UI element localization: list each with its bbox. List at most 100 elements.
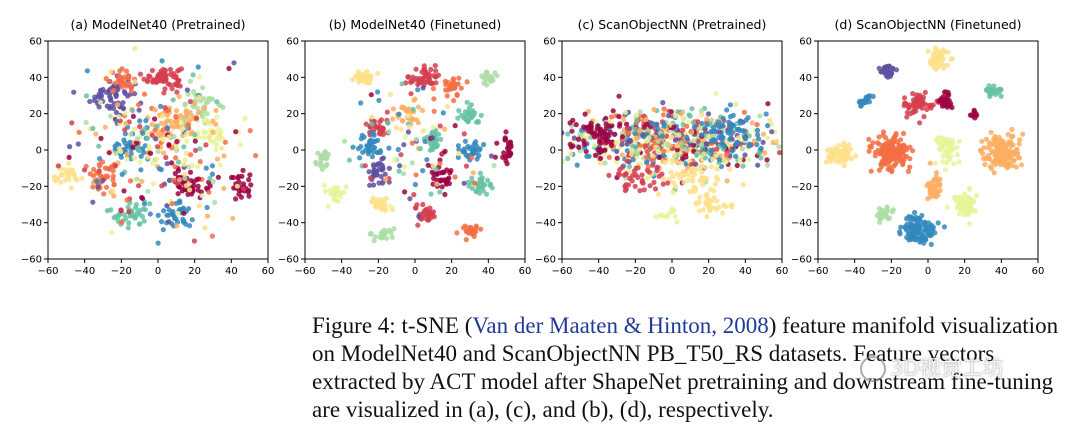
data-point xyxy=(160,72,166,78)
data-point xyxy=(362,163,368,169)
data-point xyxy=(100,159,106,165)
data-point xyxy=(682,146,688,152)
data-point xyxy=(226,65,232,72)
data-point xyxy=(117,68,123,74)
data-point xyxy=(755,162,761,168)
data-point xyxy=(940,56,946,62)
data-point xyxy=(922,101,929,107)
x-tick-label: 20 xyxy=(188,266,201,277)
caption-citation-link[interactable]: Van der Maaten & Hinton, 2008 xyxy=(472,313,769,338)
data-point xyxy=(711,128,717,134)
data-point xyxy=(441,169,447,175)
data-point xyxy=(689,175,696,181)
data-point xyxy=(889,65,896,71)
data-point xyxy=(181,210,187,216)
data-point xyxy=(951,195,957,201)
data-point xyxy=(700,206,707,213)
data-point xyxy=(430,163,436,169)
data-point xyxy=(979,138,985,144)
data-point xyxy=(393,125,399,131)
data-point xyxy=(194,115,200,121)
data-point xyxy=(462,148,468,155)
data-point xyxy=(139,195,146,201)
data-point xyxy=(461,180,467,186)
data-point xyxy=(951,161,957,167)
data-point xyxy=(660,181,666,187)
data-point xyxy=(134,136,141,142)
y-tick-label: −60 xyxy=(278,255,299,266)
data-point xyxy=(369,114,375,120)
y-tick-label: −20 xyxy=(278,182,299,193)
data-point xyxy=(606,172,612,178)
data-point xyxy=(456,150,462,157)
data-point xyxy=(125,225,131,231)
data-point xyxy=(76,129,82,135)
data-point xyxy=(370,182,377,188)
data-point xyxy=(390,116,396,122)
data-point xyxy=(680,127,686,133)
data-point xyxy=(901,153,908,159)
data-point xyxy=(369,198,375,204)
data-point xyxy=(102,124,108,130)
y-tick-label: 40 xyxy=(543,73,556,84)
data-point xyxy=(128,131,134,137)
data-point xyxy=(637,188,643,194)
data-point xyxy=(906,104,912,110)
data-point xyxy=(144,130,150,136)
data-point xyxy=(488,146,493,151)
tsne-panel-4: −60 −40 −20 0 20 40 60 −60 −40 −20 0 20 40 60 (d) Scan… xyxy=(791,17,1044,277)
data-point xyxy=(164,203,170,209)
data-point xyxy=(733,153,739,159)
data-point xyxy=(631,168,637,174)
data-point xyxy=(792,141,797,146)
data-point xyxy=(950,140,956,146)
data-point xyxy=(71,89,77,95)
data-point xyxy=(762,150,768,156)
data-point xyxy=(473,189,479,195)
data-point xyxy=(438,136,444,142)
panel-title: (c) ScanObjectNN (Pretrained) xyxy=(578,17,767,32)
data-point xyxy=(899,158,905,164)
data-point xyxy=(197,146,203,152)
data-point xyxy=(388,203,394,210)
data-point xyxy=(957,205,963,211)
data-point xyxy=(727,166,733,172)
data-point xyxy=(912,105,918,112)
data-point xyxy=(129,108,136,114)
data-point xyxy=(181,161,187,168)
data-point xyxy=(187,169,194,175)
data-point xyxy=(988,147,994,153)
data-point xyxy=(167,118,173,124)
data-point xyxy=(616,172,623,178)
data-point xyxy=(689,129,695,135)
data-point xyxy=(154,156,160,162)
data-point xyxy=(699,141,705,147)
data-point xyxy=(592,142,598,148)
data-point xyxy=(989,166,995,172)
data-point xyxy=(213,107,219,113)
data-point xyxy=(28,51,33,56)
x-tick-label: −40 xyxy=(74,266,95,277)
data-point xyxy=(197,159,203,165)
data-point xyxy=(102,165,108,171)
data-point xyxy=(696,208,703,214)
data-point xyxy=(138,153,144,159)
data-point xyxy=(129,84,135,90)
data-point xyxy=(612,131,618,137)
data-point xyxy=(616,123,623,129)
data-point xyxy=(368,92,374,98)
data-point xyxy=(169,160,175,166)
data-point xyxy=(704,213,710,220)
data-point xyxy=(504,161,510,167)
data-point xyxy=(397,163,403,169)
data-point xyxy=(431,96,437,102)
data-point xyxy=(697,126,703,132)
data-point xyxy=(374,125,380,131)
data-point xyxy=(622,109,629,115)
data-point xyxy=(210,178,216,185)
data-point xyxy=(758,155,764,161)
data-point xyxy=(372,234,378,240)
data-point xyxy=(204,111,210,117)
data-point xyxy=(598,126,604,132)
data-point xyxy=(175,210,181,216)
